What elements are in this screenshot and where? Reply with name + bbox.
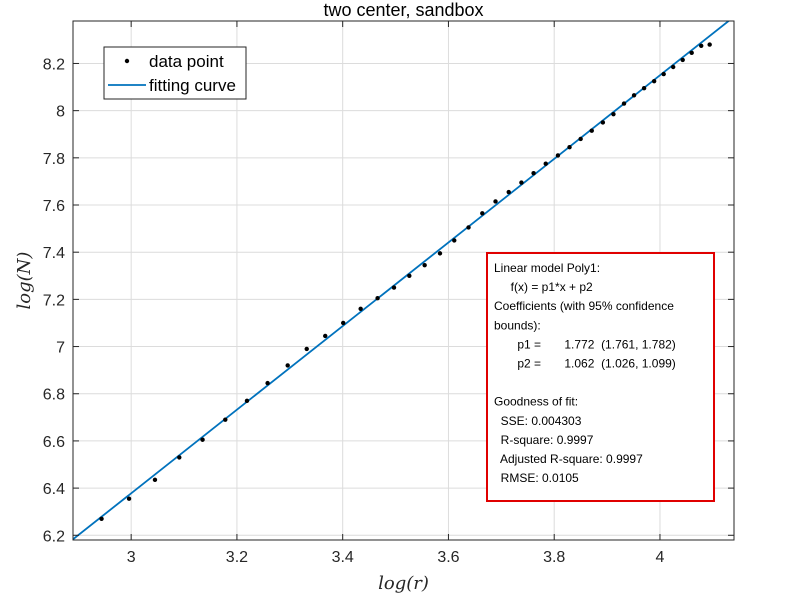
data-point: [341, 320, 346, 326]
data-point: [506, 189, 511, 195]
data-point: [265, 380, 270, 386]
data-point: [621, 101, 627, 106]
data-point: [641, 86, 647, 91]
chart-title: two center, sandbox: [323, 0, 483, 20]
x-axis-label: log(r): [378, 573, 429, 594]
data-point: [244, 398, 250, 404]
fit-results-border: [486, 252, 715, 502]
x-tick-label: 3.2: [226, 549, 248, 566]
data-point: [555, 153, 561, 158]
ticks: 3 3.2 3.4 3.6 3.8 4 6.2 6.4 6.6 6.8 7 7.2 7.4 7.6 7.8 8…: [43, 21, 734, 566]
x-tick-label: 3: [127, 549, 136, 566]
data-point: [543, 161, 548, 166]
axes-box: [72, 20, 735, 541]
y-tick-label: 7.8: [43, 151, 65, 168]
data-point: [661, 71, 666, 77]
x-tick-label: 3.8: [543, 549, 565, 566]
data-point: [358, 306, 363, 312]
data-point: [493, 199, 498, 204]
data-point: [600, 120, 606, 125]
data-point: [304, 346, 309, 352]
data-point: [452, 238, 457, 243]
x-tick-label: 4: [656, 549, 665, 566]
y-tick-label: 7.2: [43, 292, 65, 309]
y-tick-label: 7.4: [43, 245, 65, 262]
legend-label-fitting-curve: fitting curve: [149, 76, 236, 95]
legend-label-data-point: data point: [149, 52, 224, 71]
data-point: [567, 145, 572, 150]
y-axis-label: log(N): [14, 252, 35, 310]
data-point: [519, 180, 524, 185]
data-point: [707, 42, 712, 47]
y-tick-label: 8: [56, 104, 65, 121]
y-tick-label: 6.4: [43, 481, 65, 498]
y-tick-label: 6.2: [43, 528, 65, 545]
data-point: [99, 516, 104, 521]
data-point: [285, 363, 290, 368]
fit-results-line: bounds):: [494, 318, 541, 332]
data-point: [126, 496, 132, 501]
fit-results-box: Linear model Poly1: f(x) = p1*x + p2 Coef…: [486, 252, 715, 502]
data-point: [422, 262, 427, 268]
data-point: [651, 78, 657, 84]
data-point: [480, 211, 485, 216]
data-point: [670, 64, 676, 70]
fit-results-line: f(x) = p1*x + p2: [494, 280, 593, 294]
fit-results-line: Adjusted R-square: 0.9997: [494, 452, 643, 466]
data-point: [391, 285, 397, 290]
data-point: [152, 477, 158, 483]
fit-results-line: Linear model Poly1:: [494, 261, 600, 275]
data-point: [466, 225, 471, 230]
fit-results-line: Coefficients (with 95% confidence: [494, 299, 674, 313]
legend: data point fitting curve: [103, 46, 247, 100]
data-point: [689, 50, 694, 56]
data-point: [680, 57, 685, 63]
x-tick-label: 3.4: [332, 549, 354, 566]
fit-results-line: Goodness of fit:: [494, 395, 578, 409]
fit-results-line: p2 = 1.062 (1.026, 1.099): [494, 357, 676, 371]
data-point: [437, 251, 443, 256]
data-point: [631, 93, 637, 98]
x-tick-label: 3.6: [437, 549, 459, 566]
data-point: [223, 417, 228, 422]
data-point: [200, 437, 205, 442]
data-point: [323, 333, 328, 339]
y-tick-label: 6.8: [43, 387, 65, 404]
data-point: [375, 295, 380, 301]
data-point: [578, 136, 583, 142]
y-tick-label: 8.2: [43, 56, 65, 73]
y-tick-label: 7: [56, 340, 65, 357]
data-point: [407, 273, 412, 278]
fit-results-line: SSE: 0.004303: [494, 414, 582, 428]
y-tick-label: 7.6: [43, 198, 65, 215]
fit-results-line: RMSE: 0.0105: [494, 471, 579, 485]
data-point: [611, 111, 616, 117]
y-tick-label: 6.6: [43, 434, 65, 451]
legend-marker-data-point: [124, 58, 130, 64]
data-point: [177, 455, 182, 460]
data-point: [699, 43, 704, 48]
plot-area: [73, 21, 731, 540]
fit-results-line: p1 = 1.772 (1.761, 1.782): [494, 337, 676, 351]
fit-results-line: R-square: 0.9997: [494, 433, 594, 447]
data-point: [589, 128, 594, 133]
legend-box: [103, 46, 247, 100]
data-point: [531, 170, 536, 176]
